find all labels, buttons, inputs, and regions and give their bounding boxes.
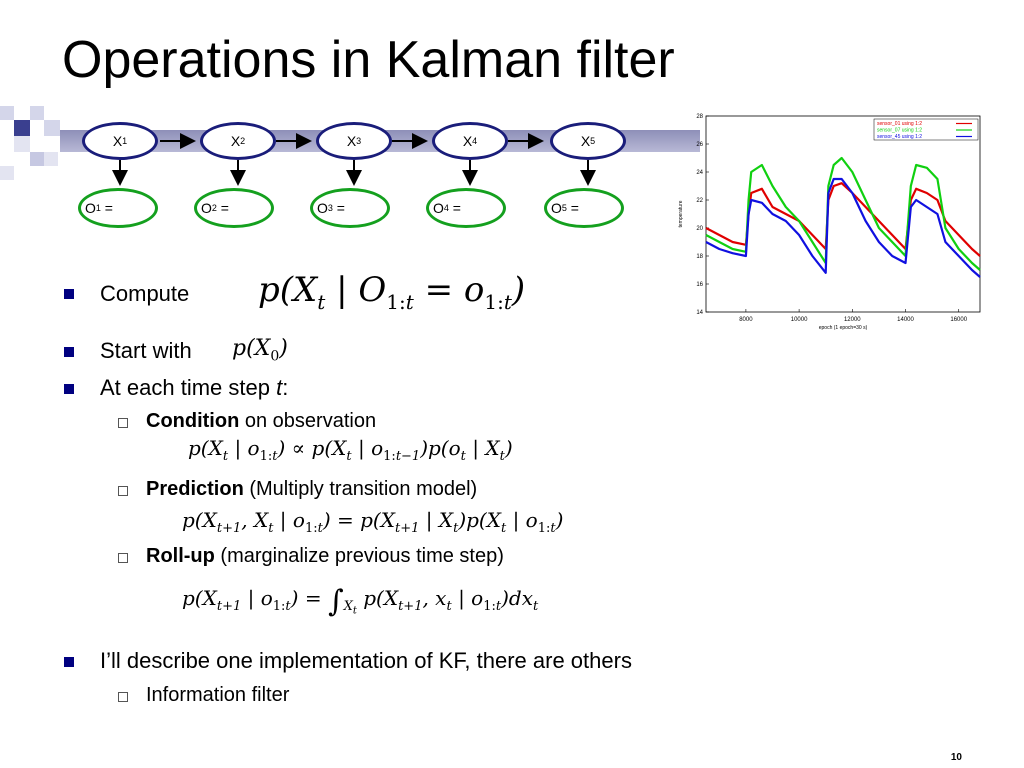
y-tick-label: 14 — [696, 310, 703, 316]
sub-bullet-box — [118, 418, 128, 428]
sub-bullet-prediction: Prediction (Multiply transition model) — [146, 478, 478, 500]
y-tick-label: 22 — [696, 198, 703, 204]
formula-rollup: p(Xt+1 | o1:t) = ∫Xt p(Xt+1, xt | o1:t)d… — [182, 584, 539, 619]
x-tick-label: 12000 — [844, 317, 861, 323]
formula-prediction: p(Xt+1, Xt | o1:t) = p(Xt+1 | Xt)p(Xt | … — [182, 508, 564, 536]
formula-compute: p(Xt | O1:t = o1:t) — [258, 270, 526, 314]
x-tick-label: 16000 — [950, 317, 967, 323]
slide-number: 10 — [950, 752, 962, 763]
y-tick-label: 18 — [696, 254, 703, 260]
bullet-start-with: Start with — [100, 338, 192, 363]
plot-area — [705, 115, 981, 313]
bullet-each-step: At each time step t: — [100, 375, 289, 400]
formula-condition: p(Xt | o1:t) ∝ p(Xt | o1:t−1)p(ot | Xt) — [188, 436, 513, 464]
series-line-2 — [705, 156, 981, 271]
y-tick-label: 26 — [696, 142, 703, 148]
x-tick-label: 10000 — [791, 317, 808, 323]
sub-bullet-rollup: Roll-up (marginalize previous time step) — [146, 545, 504, 567]
y-tick-label: 16 — [696, 282, 703, 288]
bullet-marker — [64, 657, 74, 667]
bullet-marker — [64, 347, 74, 357]
bullet-marker — [64, 384, 74, 394]
bullet-marker — [64, 289, 74, 299]
y-tick-label: 24 — [696, 170, 703, 176]
sub-bullet-condition: Condition on observation — [146, 410, 377, 432]
x-tick-label: 8000 — [739, 317, 753, 323]
y-axis-label: temperature — [678, 200, 684, 227]
sub-bullet-box — [118, 486, 128, 496]
slide-title: Operations in Kalman filter — [62, 31, 675, 89]
bullet-describe: I’ll describe one implementation of KF, … — [100, 648, 632, 673]
legend-entry: sensor_45 using 1:2 — [877, 134, 922, 140]
bullet-compute: Compute — [100, 281, 190, 306]
sub-bullet-info-filter: Information filter — [146, 684, 290, 706]
series-line-3 — [705, 177, 981, 278]
legend-entry: sensor_01 using 1:2 — [877, 121, 922, 127]
sub-bullet-box — [118, 692, 128, 702]
y-tick-label: 20 — [696, 226, 703, 232]
x-tick-label: 14000 — [897, 317, 914, 323]
x-axis-label: epoch (1 epoch=30 s) — [819, 325, 868, 331]
temperature-chart: 8000 10000 12000 14000 16000 14 16 18 20 22 24 26 28… — [678, 114, 981, 331]
formula-start: p(X0) — [232, 336, 288, 365]
legend-box — [873, 118, 979, 141]
y-tick-label: 28 — [696, 114, 703, 120]
legend-entry: sensor_07 using 1:2 — [877, 128, 922, 134]
sub-bullet-box — [118, 553, 128, 563]
